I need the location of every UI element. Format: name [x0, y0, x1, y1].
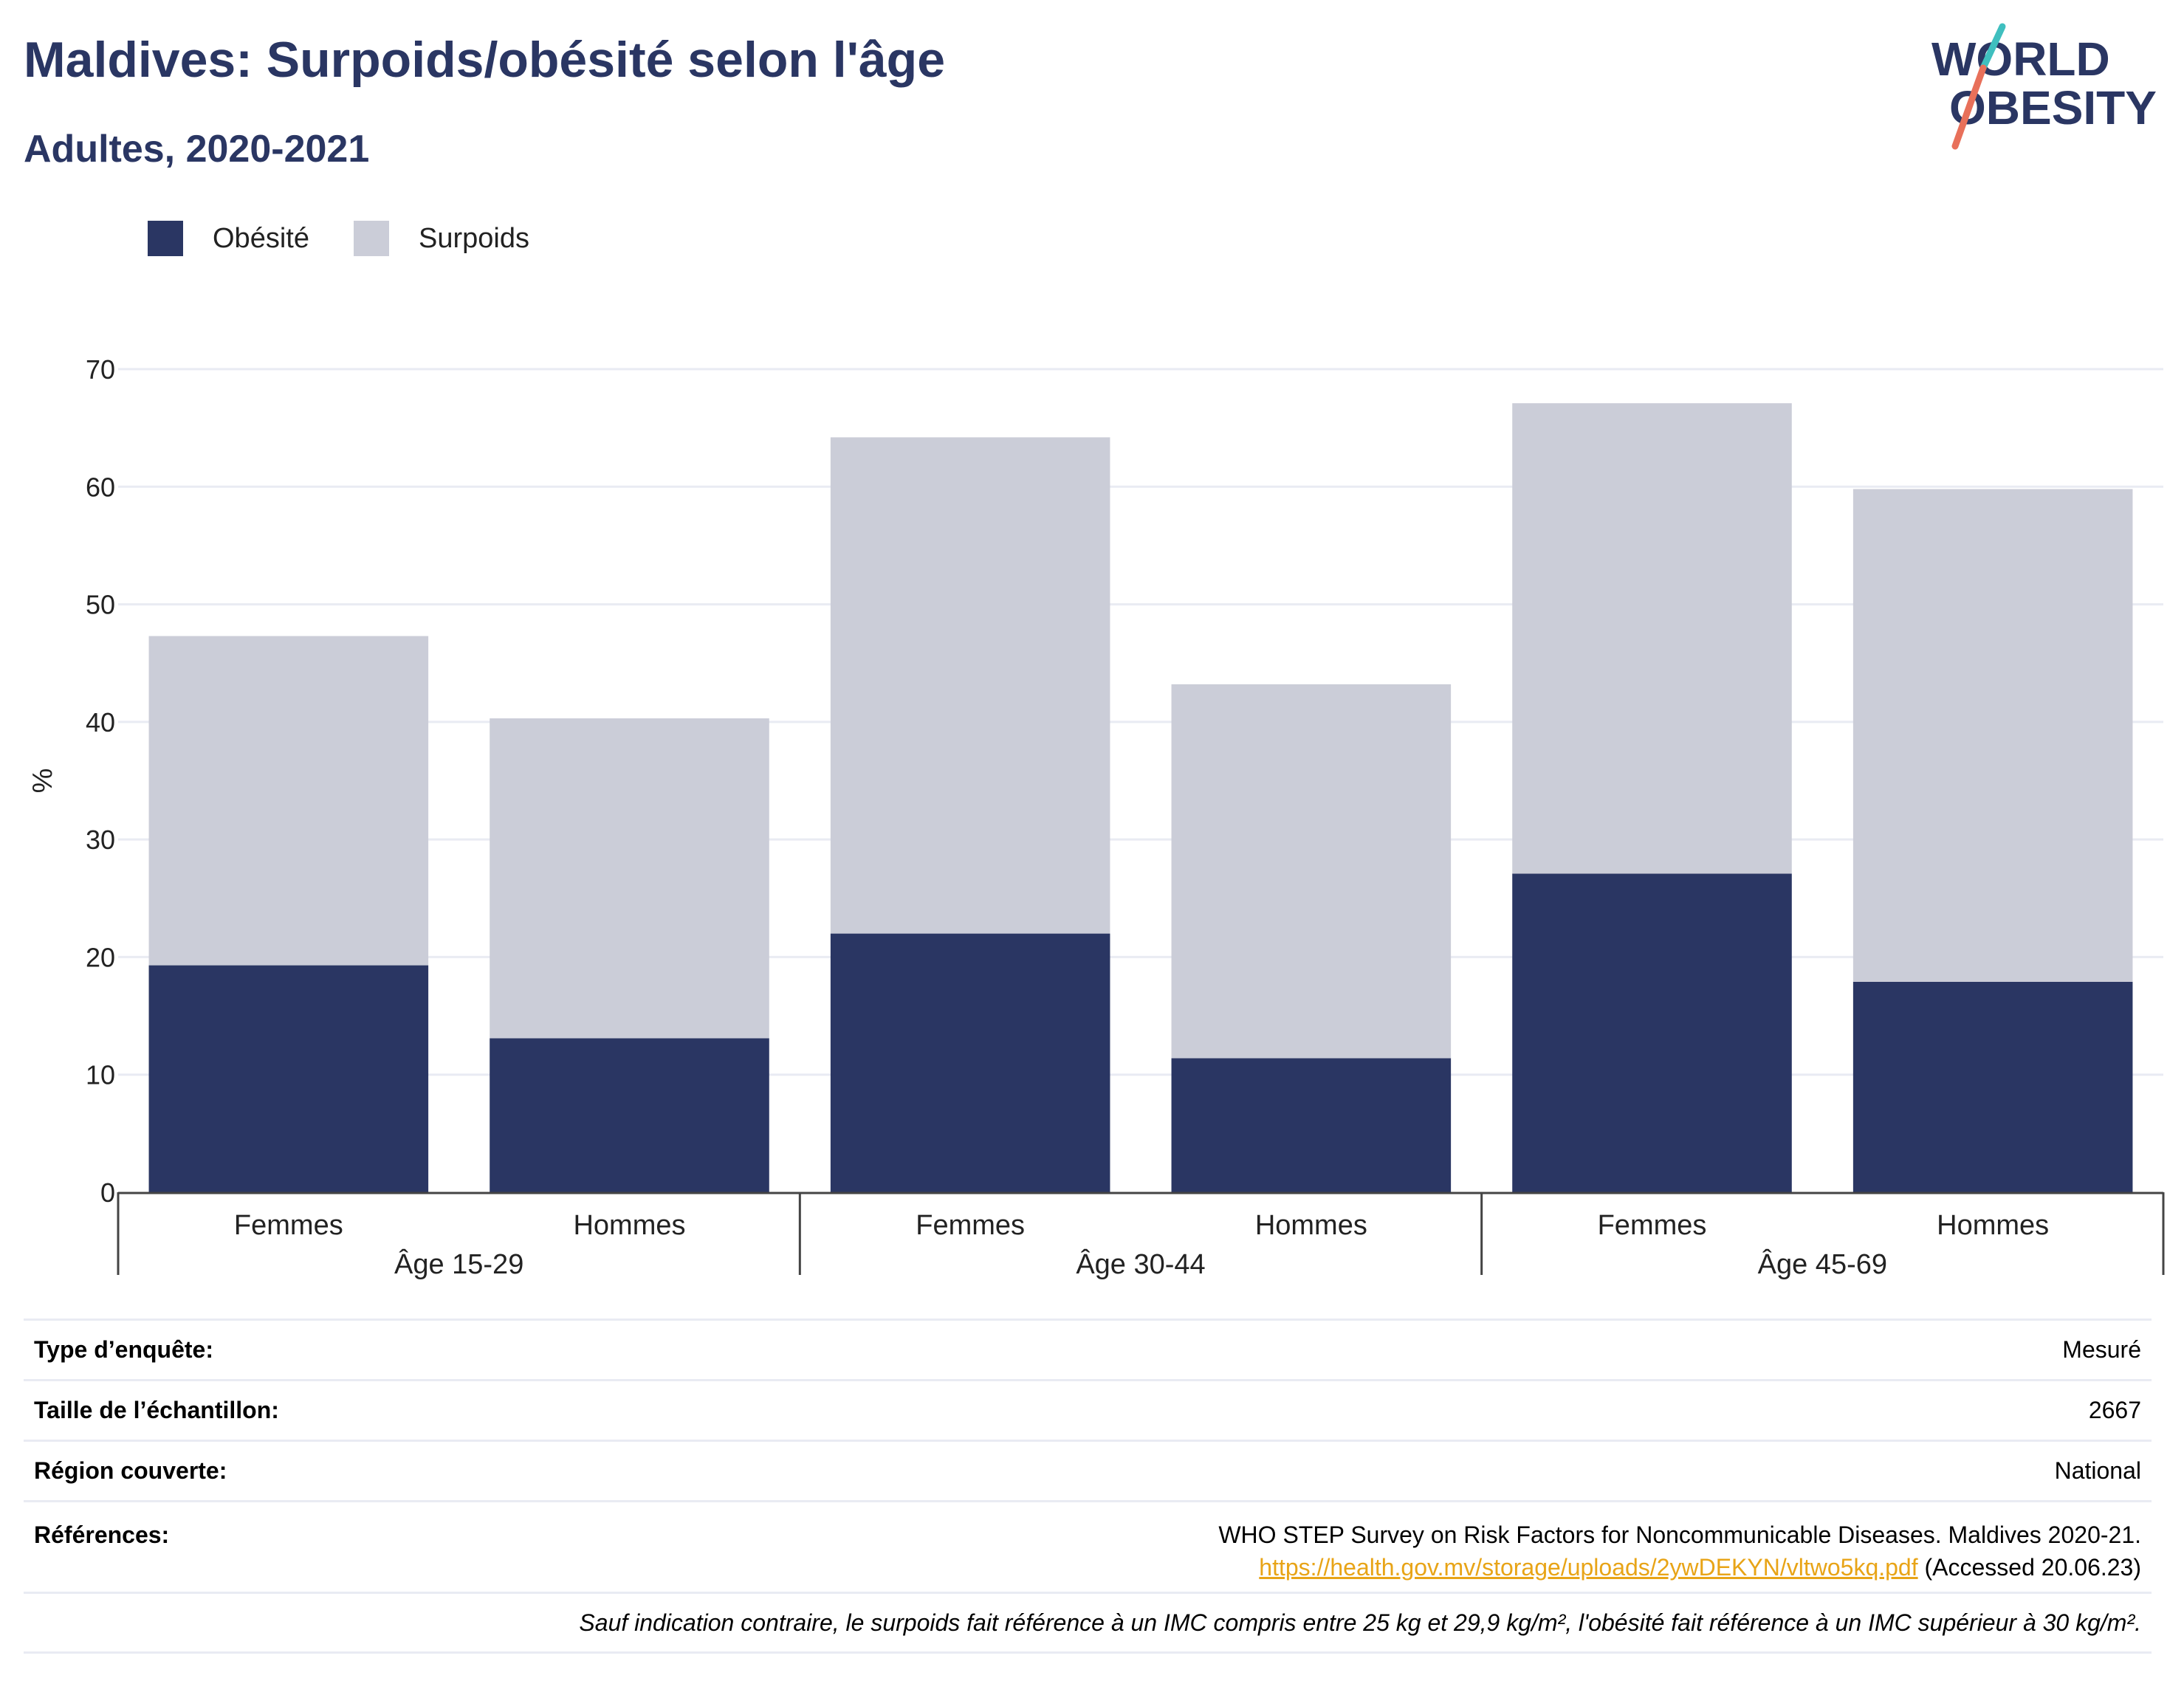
- region-label: Région couverte:: [34, 1457, 227, 1484]
- references-value: WHO STEP Survey on Risk Factors for Nonc…: [1218, 1519, 2152, 1584]
- logo-line2: OBESITY: [1949, 81, 2157, 134]
- bar-surpoids: [1171, 684, 1452, 1059]
- bar-surpoids: [148, 636, 429, 966]
- sample-size-value: 2667: [2088, 1397, 2141, 1423]
- bar-obesite: [830, 933, 1110, 1192]
- y-tick-label: 20: [86, 942, 115, 972]
- bar-obesite: [490, 1038, 769, 1192]
- bar-surpoids: [1852, 489, 2133, 982]
- y-tick-label: 70: [86, 354, 115, 385]
- x-tick-label: Femmes: [1598, 1210, 1707, 1241]
- survey-info-table: Type d’enquête: Mesuré Taille de l’échan…: [24, 1318, 2152, 1654]
- references-label: Références:: [34, 1522, 170, 1548]
- group-label: Âge 15-29: [394, 1248, 523, 1280]
- page-subtitle: Adultes, 2020-2021: [24, 128, 370, 171]
- y-tick-label: 10: [86, 1060, 115, 1090]
- x-tick-label: Hommes: [1937, 1210, 2049, 1241]
- y-tick-label: 40: [86, 707, 115, 738]
- bar-surpoids: [490, 718, 769, 1039]
- y-tick-label: 50: [86, 590, 115, 620]
- references-text: WHO STEP Survey on Risk Factors for Nonc…: [1218, 1522, 2141, 1548]
- info-row-region: Région couverte: National: [24, 1440, 2152, 1500]
- legend-swatch-obesite: [148, 221, 183, 256]
- world-obesity-logo: WORLD OBESITY: [1931, 23, 2157, 150]
- legend-label-obesite: Obésité: [213, 222, 309, 254]
- info-row-sample-size: Taille de l’échantillon: 2667: [24, 1379, 2152, 1440]
- group-label: Âge 30-44: [1076, 1248, 1205, 1280]
- bar-chart: 0 10 20 30 40 50 60 70% Femmes Hommes Femmes Hommes…: [27, 354, 2165, 1280]
- bar-obesite: [148, 965, 429, 1192]
- bar-obesite: [1852, 981, 2133, 1192]
- group-label: Âge 45-69: [1758, 1248, 1887, 1280]
- bar-surpoids: [1512, 403, 1792, 874]
- x-tick-label: Hommes: [1255, 1210, 1367, 1241]
- references-link[interactable]: https://health.gov.mv/storage/uploads/2y…: [1259, 1554, 1918, 1581]
- bar-obesite: [1171, 1058, 1452, 1192]
- logo-line1: WORLD: [1931, 32, 2110, 86]
- survey-type-value: Mesuré: [2062, 1336, 2141, 1363]
- x-tick-label: Femmes: [234, 1210, 343, 1241]
- footnote-text: Sauf indication contraire, le surpoids f…: [579, 1609, 2141, 1636]
- legend-item-surpoids[interactable]: Surpoids: [353, 221, 529, 256]
- references-accessed: (Accessed 20.06.23): [1917, 1554, 2142, 1581]
- info-row-footnote: Sauf indication contraire, le surpoids f…: [24, 1592, 2152, 1654]
- page-title: Maldives: Surpoids/obésité selon l'âge: [24, 32, 946, 88]
- legend-label-surpoids: Surpoids: [418, 222, 529, 254]
- y-axis-label: %: [27, 769, 58, 794]
- region-value: National: [2054, 1457, 2141, 1484]
- bar-surpoids: [830, 437, 1110, 934]
- y-tick-label: 60: [86, 472, 115, 502]
- bar-obesite: [1512, 873, 1792, 1192]
- sample-size-label: Taille de l’échantillon:: [34, 1397, 279, 1423]
- survey-type-label: Type d’enquête:: [34, 1336, 213, 1363]
- info-row-survey-type: Type d’enquête: Mesuré: [24, 1318, 2152, 1379]
- x-tick-label: Hommes: [573, 1210, 685, 1241]
- legend-swatch-surpoids: [353, 221, 389, 256]
- x-tick-label: Femmes: [916, 1210, 1025, 1241]
- chart-legend: Obésité Surpoids: [148, 219, 574, 258]
- y-tick-label: 0: [100, 1177, 115, 1208]
- y-tick-label: 30: [86, 825, 115, 855]
- info-row-references: Références: WHO STEP Survey on Risk Fact…: [24, 1500, 2152, 1592]
- legend-item-obesite[interactable]: Obésité: [148, 221, 309, 256]
